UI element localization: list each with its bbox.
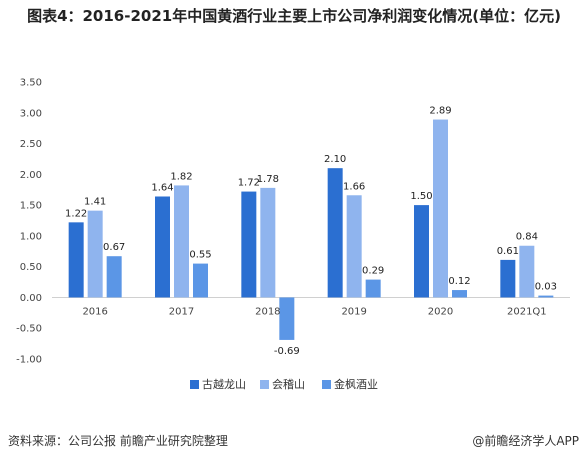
data-labels-group: 1.221.41 0.67 1.641.82 0.55 1.721.78 -0.69 2.1… — [65, 106, 557, 357]
bar — [538, 295, 554, 298]
y-tick-label: -1.00 — [16, 355, 42, 366]
legend-label: 古越龙山 — [202, 377, 246, 391]
data-label: 1.22 — [65, 208, 87, 219]
data-label: 1.82 — [170, 171, 192, 182]
y-tick-label: 1.00 — [20, 231, 42, 242]
bar — [365, 279, 381, 298]
y-tick-label: 0.00 — [20, 293, 42, 304]
x-tick-label: 2019 — [341, 306, 366, 317]
legend-swatch — [190, 380, 199, 389]
data-label: 2.10 — [324, 154, 346, 165]
bar — [87, 210, 103, 298]
y-tick-label: 2.50 — [20, 139, 42, 150]
x-tick-label: 2017 — [169, 306, 194, 317]
bar — [346, 195, 362, 298]
bar — [500, 259, 516, 298]
bar — [174, 185, 189, 298]
y-axis: -1.00 -0.50 0.00 0.50 1.00 1.50 2.00 2.50 3.00 3.… — [16, 78, 42, 366]
bar — [519, 245, 535, 298]
y-tick-label: 2.00 — [20, 170, 42, 181]
x-tick-label: 2018 — [255, 306, 280, 317]
bar — [433, 119, 448, 298]
y-tick-label: 3.50 — [20, 78, 42, 89]
x-tick-label: 2016 — [82, 306, 107, 317]
legend-label: 金枫酒业 — [334, 377, 378, 391]
y-tick-label: -0.50 — [16, 324, 42, 335]
data-label: 0.12 — [448, 276, 470, 287]
chart-title: 图表4：2016-2021年中国黄酒行业主要上市公司净利润变化情况(单位：亿元) — [27, 7, 561, 25]
x-tick-label: 2021Q1 — [507, 306, 547, 317]
bar — [260, 187, 276, 298]
brand-credit: @前瞻经济学人APP — [472, 434, 579, 448]
y-tick-label: 0.50 — [20, 262, 42, 273]
data-label: 0.67 — [103, 242, 125, 253]
y-tick-label: 1.50 — [20, 201, 42, 212]
x-tick-label: 2020 — [428, 306, 453, 317]
legend: 古越龙山 会稽山 金枫酒业 — [190, 377, 378, 391]
data-label: 0.03 — [535, 282, 557, 293]
data-label: 0.29 — [362, 266, 384, 277]
data-label: 1.41 — [84, 197, 106, 208]
legend-label: 会稽山 — [272, 377, 305, 391]
data-label: 0.61 — [497, 246, 519, 257]
data-label: -0.69 — [274, 346, 300, 357]
data-label: 1.66 — [343, 181, 365, 192]
data-label: 2.89 — [429, 106, 451, 117]
data-label: 1.64 — [151, 182, 173, 193]
data-label: 1.50 — [410, 191, 432, 202]
x-axis: 2016 2017 2018 2019 2020 2021Q1 — [82, 306, 546, 317]
data-label: 0.84 — [516, 232, 538, 243]
data-label: 0.55 — [189, 250, 211, 261]
bar — [452, 290, 467, 298]
data-label: 1.72 — [238, 178, 260, 189]
legend-swatch — [260, 380, 269, 389]
bar — [106, 256, 122, 298]
bar — [68, 222, 84, 298]
source-note: 资料来源：公司公报 前瞻产业研究院整理 — [8, 434, 228, 448]
bars-group — [68, 119, 554, 340]
bar — [241, 191, 257, 298]
y-tick-label: 3.00 — [20, 108, 42, 119]
bar — [279, 297, 295, 340]
legend-swatch — [322, 380, 331, 389]
bar — [193, 263, 208, 298]
data-label: 1.78 — [257, 174, 279, 185]
bar — [327, 168, 343, 298]
bar — [414, 205, 429, 298]
bar — [155, 196, 170, 298]
